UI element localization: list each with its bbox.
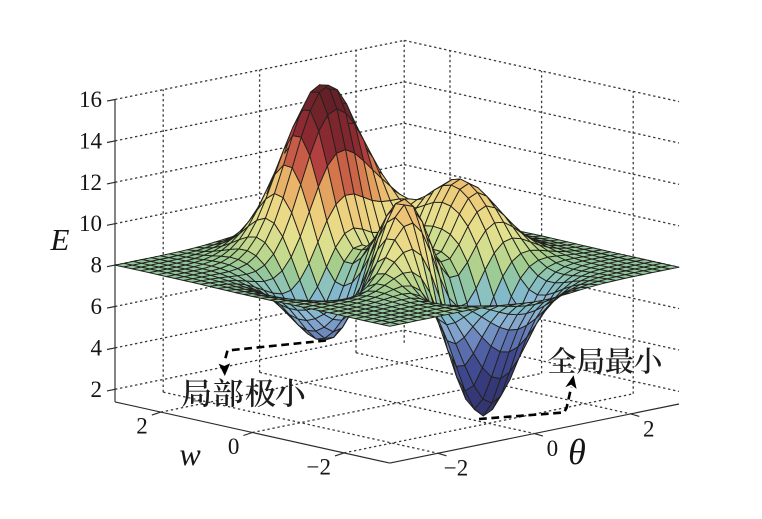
svg-text:12: 12 [79, 170, 102, 195]
svg-text:−2: −2 [307, 454, 331, 479]
svg-text:−2: −2 [444, 456, 468, 481]
svg-text:16: 16 [79, 87, 102, 112]
svg-text:0: 0 [547, 436, 559, 461]
svg-text:2: 2 [643, 416, 655, 441]
svg-text:E: E [50, 222, 70, 257]
svg-text:4: 4 [91, 335, 103, 360]
svg-text:w: w [179, 436, 201, 472]
svg-text:θ: θ [568, 432, 586, 472]
svg-text:2: 2 [136, 414, 148, 439]
svg-text:14: 14 [79, 128, 103, 153]
svg-text:0: 0 [228, 434, 240, 459]
svg-text:2: 2 [91, 377, 103, 402]
svg-text:6: 6 [91, 294, 103, 319]
svg-text:8: 8 [91, 253, 103, 278]
svg-text:10: 10 [79, 211, 102, 236]
